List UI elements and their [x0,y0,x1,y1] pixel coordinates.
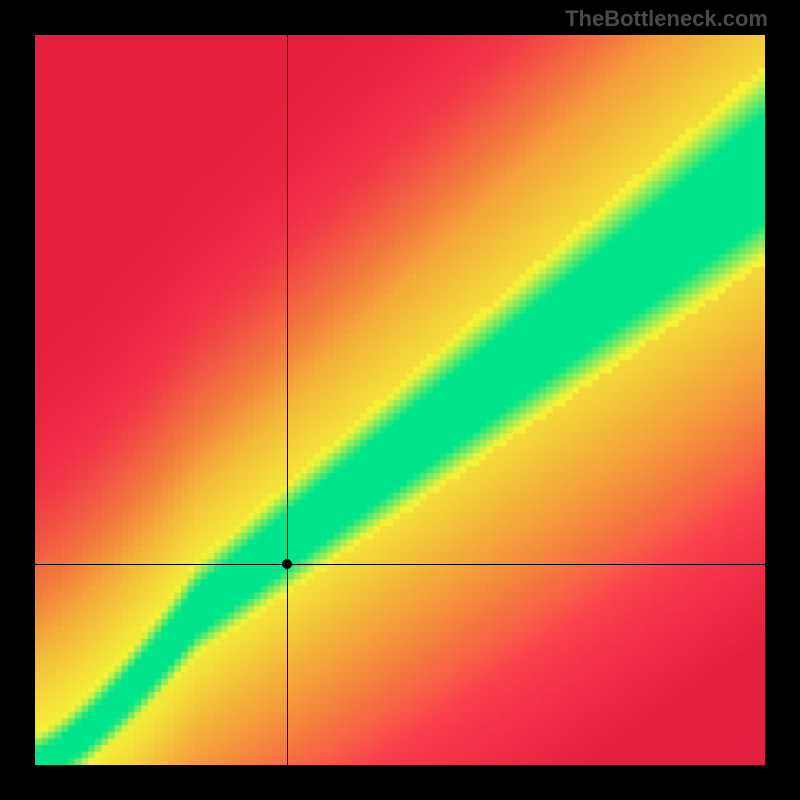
heatmap-canvas [35,35,765,765]
watermark-text: TheBottleneck.com [565,6,768,32]
crosshair-horizontal [35,564,765,565]
crosshair-vertical [287,35,288,765]
crosshair-dot [282,559,292,569]
plot-area [35,35,765,765]
